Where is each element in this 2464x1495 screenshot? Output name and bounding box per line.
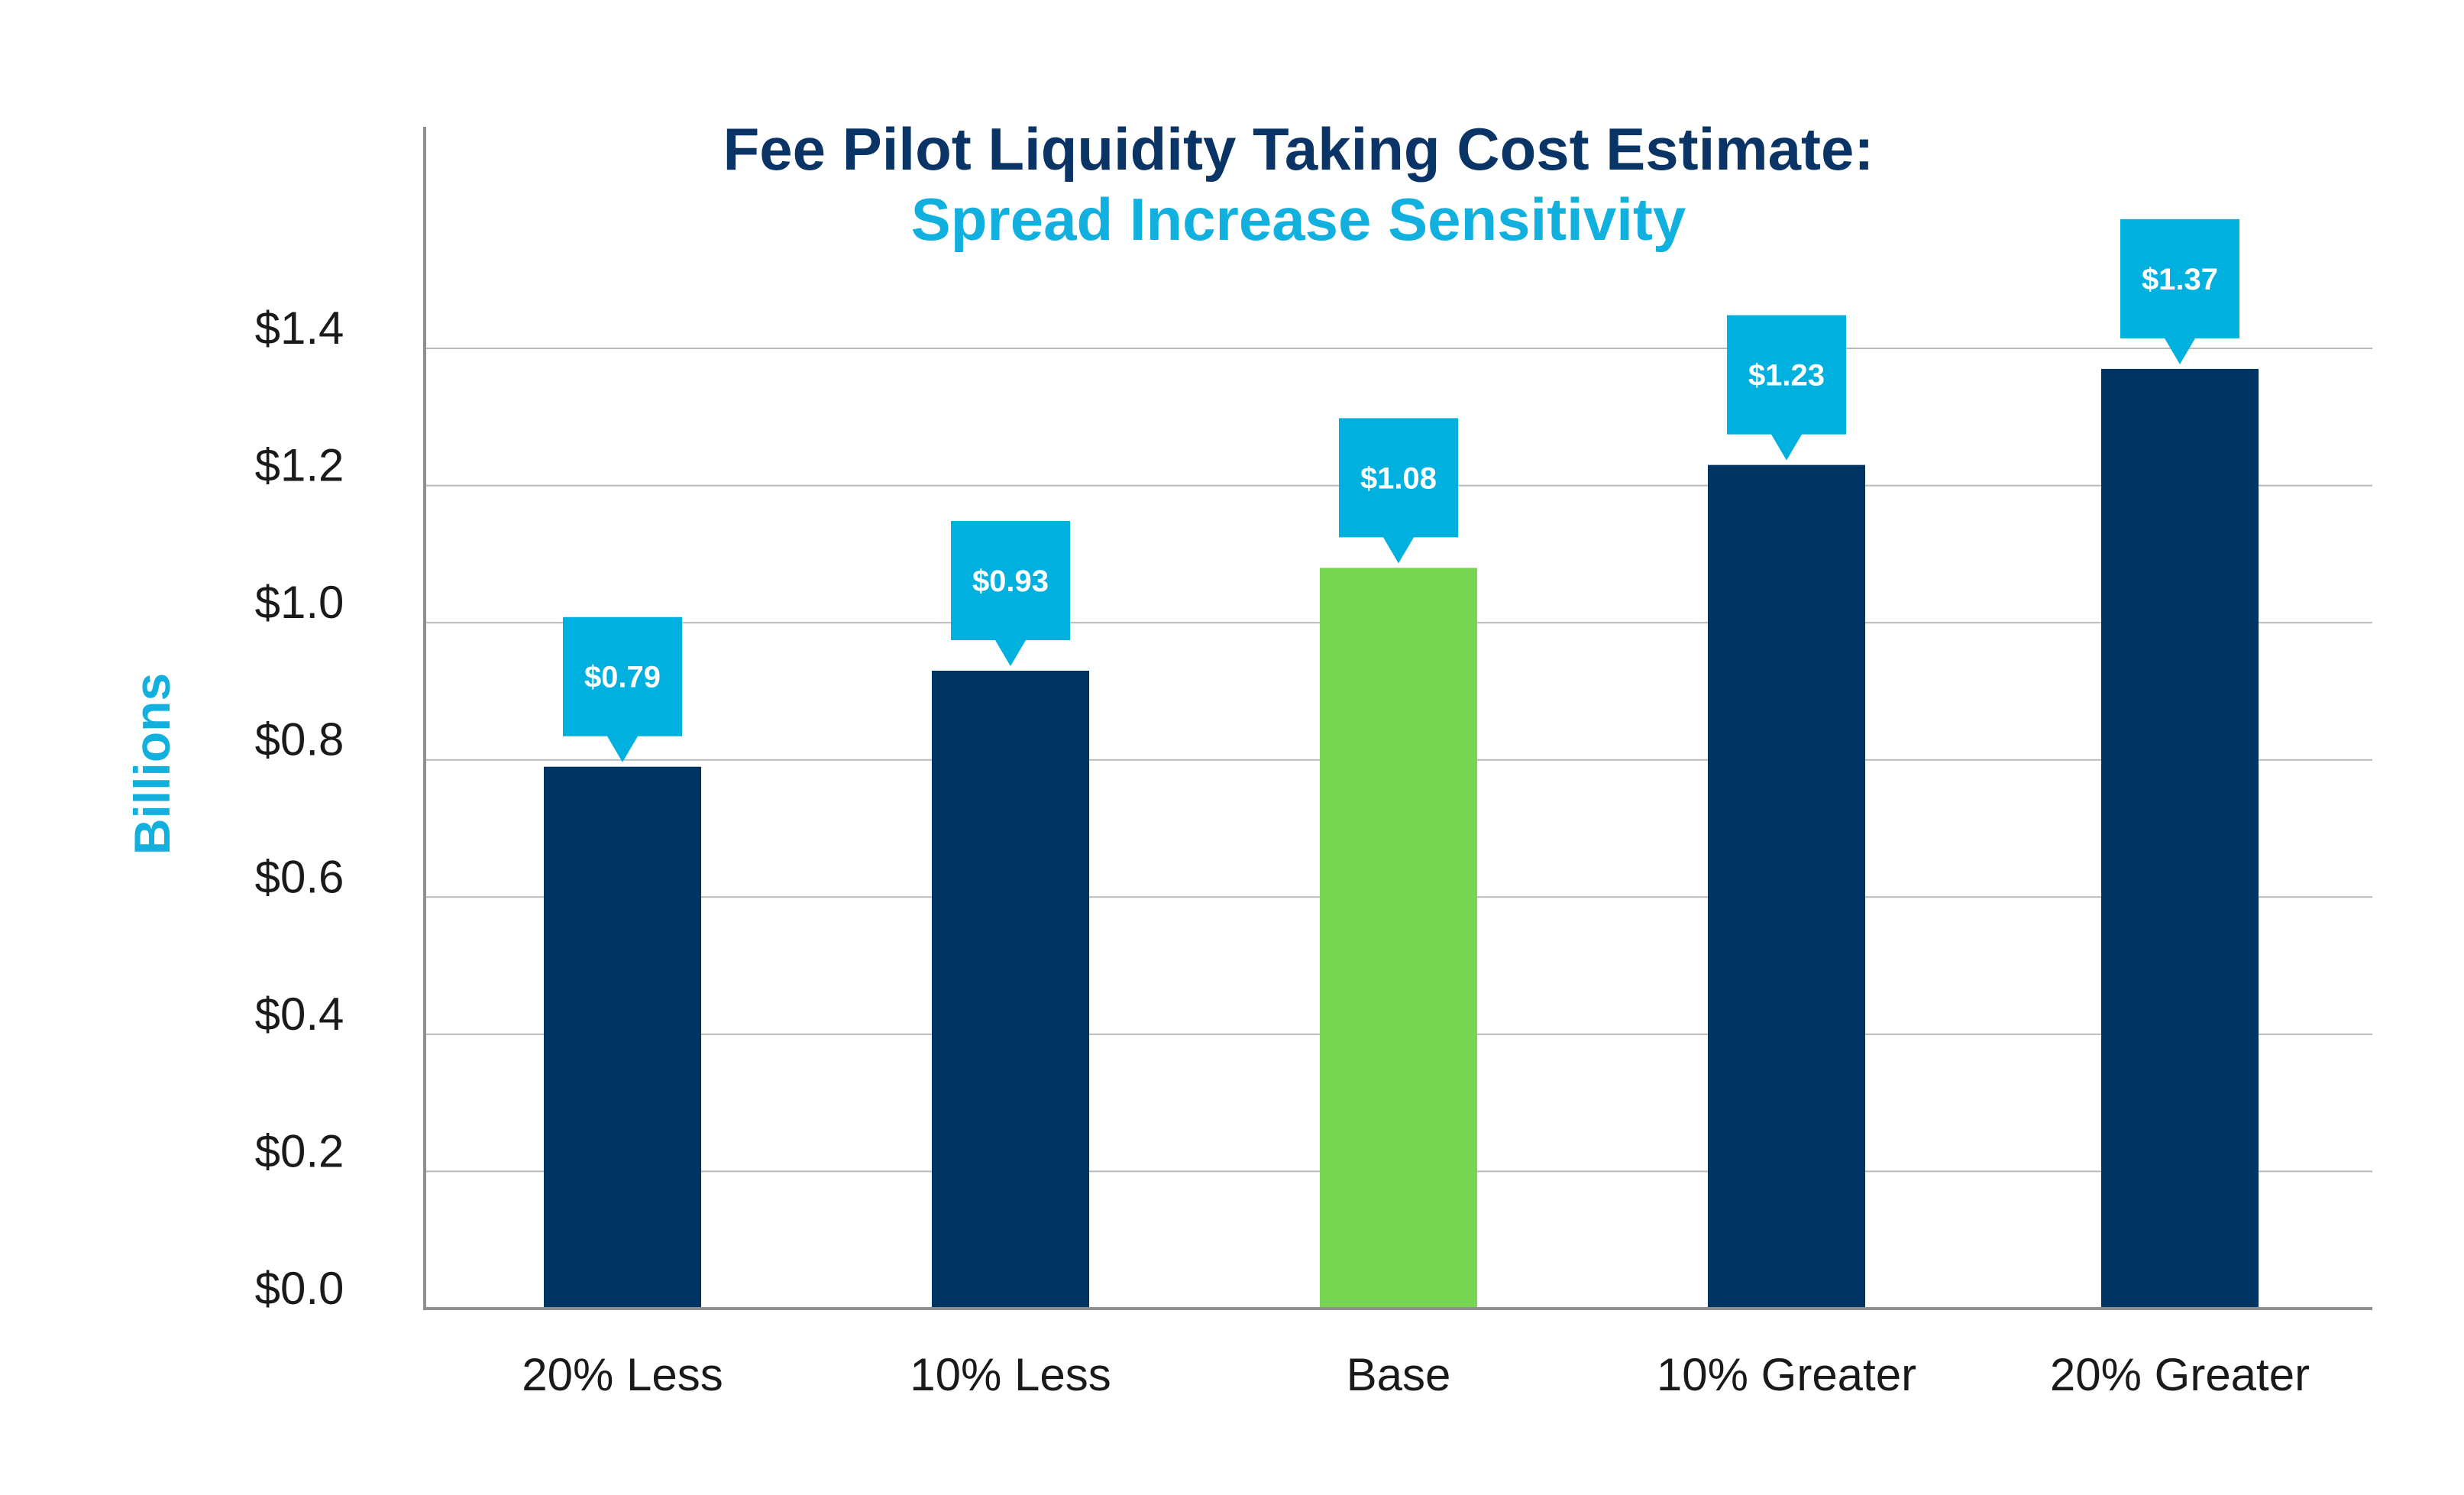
data-label: $1.37 [2142,263,2218,296]
x-axis-categories: 20% Less 10% Less Base 10% Greater 20% Great… [522,1349,2310,1400]
bar-10-greater [1708,464,1865,1309]
bar-base [1320,568,1477,1309]
bar-10-less [932,670,1089,1309]
data-label: $0.93 [972,565,1049,598]
y-axis-ticks: $0.0 $0.2 $0.4 $0.6 $0.8 $1.0 $1.2 $1.4 [255,303,344,1314]
data-label: $1.08 [1360,461,1437,495]
x-category-label: 10% Greater [1657,1349,1916,1400]
data-label-box [563,616,682,762]
y-tick-label: $1.0 [255,577,344,628]
bar-20-less [544,766,701,1309]
data-labels: $0.79 $0.93 $1.08 $1.23 $1.37 [563,218,2239,762]
bar-20-greater [2101,368,2259,1309]
data-label-box [1339,418,1458,564]
x-category-label: 10% Less [910,1349,1111,1400]
bars [544,368,2259,1309]
data-label-box [1727,315,1846,461]
x-category-label: 20% Greater [2050,1349,2310,1400]
y-tick-label: $0.8 [255,714,344,765]
data-label-box [2120,218,2239,364]
data-label: $0.79 [584,661,661,694]
y-tick-label: $1.4 [255,303,344,354]
y-tick-label: $0.2 [255,1125,344,1176]
y-tick-label: $0.6 [255,851,344,902]
y-tick-label: $0.4 [255,989,344,1040]
chart-title: Fee Pilot Liquidity Taking Cost Estimate… [723,115,1874,183]
x-category-label: Base [1347,1349,1451,1400]
y-tick-label: $0.0 [255,1263,344,1314]
y-axis-label: Billions [124,673,180,855]
x-category-label: 20% Less [522,1349,723,1400]
data-label: $1.23 [1748,359,1825,393]
chart-subtitle: Spread Increase Sensitivity [911,186,1686,253]
data-label-box [951,520,1070,666]
y-tick-label: $1.2 [255,440,344,491]
